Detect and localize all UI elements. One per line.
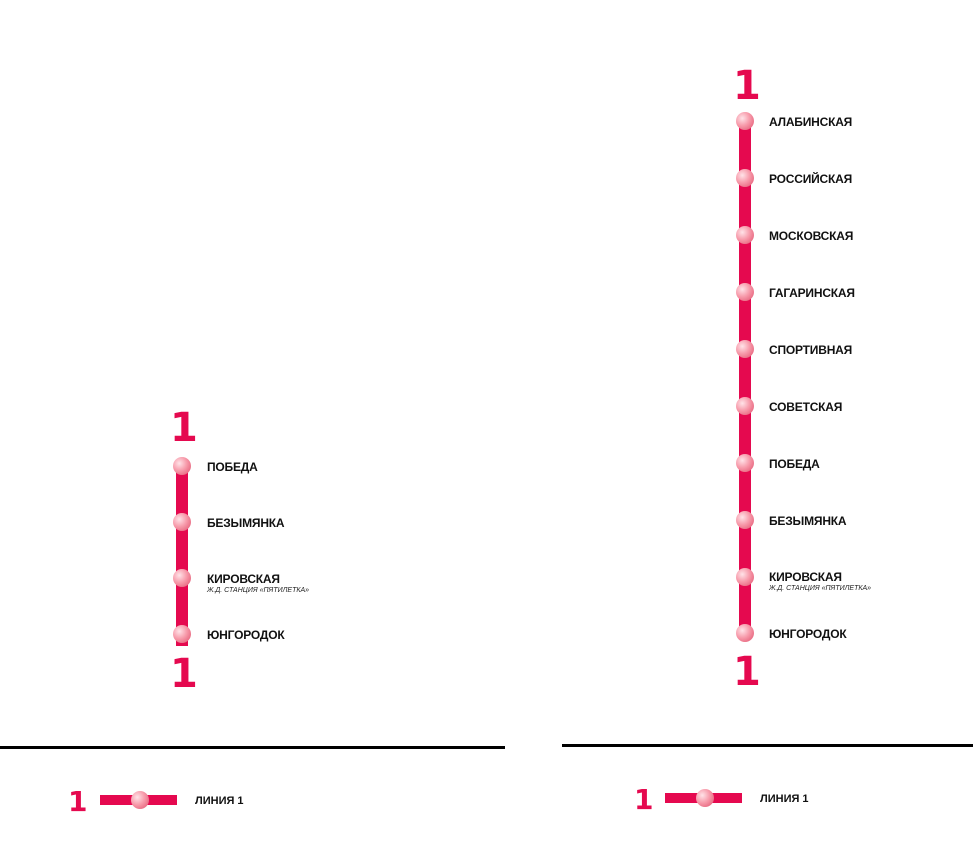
station-name: СОВЕТСКАЯ: [769, 400, 843, 414]
station-label[interactable]: ЮНГОРОДОК: [207, 628, 285, 642]
line-route-bar: [176, 460, 188, 646]
station-name: ГАГАРИНСКАЯ: [769, 286, 855, 300]
station-label[interactable]: КИРОВСКАЯ Ж.Д. СТАНЦИЯ «ПЯТИЛЕТКА»: [769, 570, 871, 592]
station-note: Ж.Д. СТАНЦИЯ «ПЯТИЛЕТКА»: [207, 587, 310, 594]
station-label[interactable]: РОССИЙСКАЯ: [769, 172, 852, 186]
station-label[interactable]: ГАГАРИНСКАЯ: [769, 286, 855, 300]
station-marker[interactable]: [736, 624, 754, 642]
station-marker[interactable]: [173, 513, 191, 531]
section-divider: [562, 744, 973, 747]
station-name: РОССИЙСКАЯ: [769, 172, 853, 186]
line-number-top: 1: [733, 63, 761, 109]
line-number-bottom: 1: [170, 651, 198, 697]
station-marker[interactable]: [736, 568, 754, 586]
station-marker[interactable]: [173, 457, 191, 475]
station-name: ПОБЕДА: [769, 457, 820, 471]
station-marker[interactable]: [173, 625, 191, 643]
station-label[interactable]: КИРОВСКАЯ Ж.Д. СТАНЦИЯ «ПЯТИЛЕТКА»: [207, 572, 309, 594]
station-label[interactable]: МОСКОВСКАЯ: [769, 229, 853, 243]
station-marker[interactable]: [736, 454, 754, 472]
line-number-bottom: 1: [733, 649, 761, 695]
legend-label: ЛИНИЯ 1: [760, 793, 809, 805]
station-marker[interactable]: [736, 340, 754, 358]
legend-station-marker: [696, 789, 714, 807]
station-label[interactable]: ПОБЕДА: [769, 457, 820, 471]
station-marker[interactable]: [173, 569, 191, 587]
station-label[interactable]: ПОБЕДА: [207, 460, 258, 474]
legend-label: ЛИНИЯ 1: [195, 795, 244, 807]
station-name: ЮНГОРОДОК: [207, 628, 285, 642]
legend-station-marker: [131, 791, 149, 809]
station-marker[interactable]: [736, 511, 754, 529]
station-marker[interactable]: [736, 226, 754, 244]
station-name: КИРОВСКАЯ: [207, 572, 280, 586]
station-name: АЛАБИНСКАЯ: [769, 115, 853, 129]
line-number-top: 1: [170, 405, 198, 451]
station-label[interactable]: СПОРТИВНАЯ: [769, 343, 852, 357]
station-name: БЕЗЫМЯНКА: [769, 514, 847, 528]
station-label[interactable]: АЛАБИНСКАЯ: [769, 115, 852, 129]
station-label[interactable]: СОВЕТСКАЯ: [769, 400, 842, 414]
station-note: Ж.Д. СТАНЦИЯ «ПЯТИЛЕТКА»: [769, 585, 872, 592]
station-marker[interactable]: [736, 112, 754, 130]
legend-line-number: 1: [68, 785, 88, 818]
station-marker[interactable]: [736, 283, 754, 301]
station-name: МОСКОВСКАЯ: [769, 229, 854, 243]
station-name: СПОРТИВНАЯ: [769, 343, 853, 357]
legend-line-number: 1: [634, 783, 654, 816]
station-name: ЮНГОРОДОК: [769, 627, 847, 641]
section-divider: [0, 746, 505, 749]
station-name: ПОБЕДА: [207, 460, 258, 474]
station-label[interactable]: БЕЗЫМЯНКА: [769, 514, 847, 528]
station-name: КИРОВСКАЯ: [769, 570, 842, 584]
line-route-bar: [739, 118, 751, 634]
station-marker[interactable]: [736, 397, 754, 415]
station-label[interactable]: ЮНГОРОДОК: [769, 627, 847, 641]
station-marker[interactable]: [736, 169, 754, 187]
station-label[interactable]: БЕЗЫМЯНКА: [207, 516, 285, 530]
station-name: БЕЗЫМЯНКА: [207, 516, 285, 530]
